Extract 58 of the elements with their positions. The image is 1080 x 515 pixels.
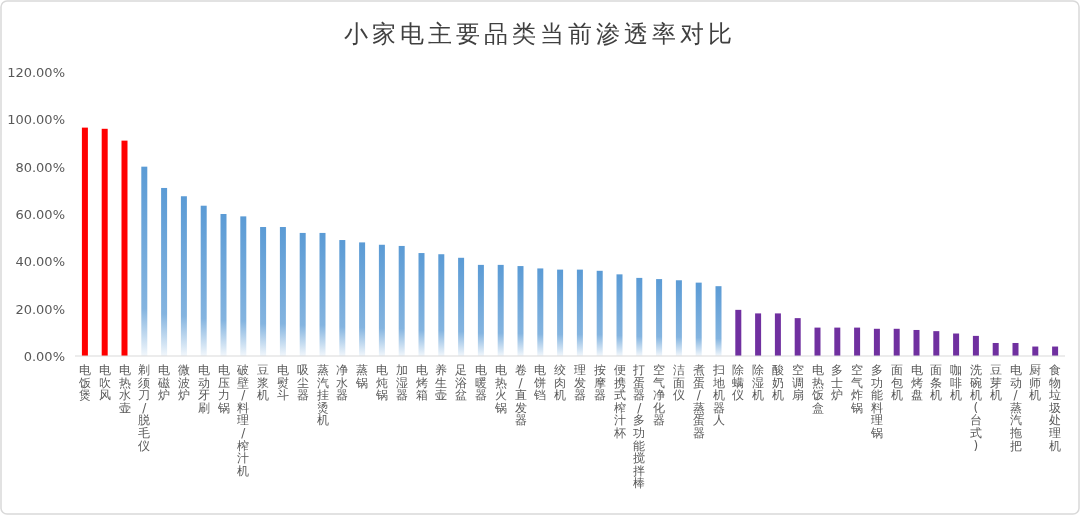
x-tick-label: 食物垃圾处理机 (1048, 363, 1062, 453)
x-tick-label: 吸尘器 (296, 363, 309, 403)
x-tick-label: 洗碗机(台式) (969, 363, 982, 453)
x-tick-label: 电熨斗 (276, 363, 289, 403)
x-tick-label: 电烤盘 (910, 363, 923, 403)
y-tick-label: 100.00% (7, 112, 65, 128)
x-tick-label: 电吹风 (98, 363, 111, 403)
x-tick-label: 煮蛋/蒸蛋器 (692, 363, 705, 440)
y-tick-label: 80.00% (15, 159, 65, 175)
y-tick-label: 60.00% (15, 207, 65, 222)
x-tick-label: 扫地机器人 (711, 363, 725, 428)
x-tick-label: 微波炉 (177, 363, 190, 403)
x-tick-label: 面条机 (930, 363, 943, 403)
x-tick-label: 洁面仪 (672, 363, 685, 403)
x-tick-label: 豆浆机 (257, 363, 270, 403)
x-tick-label: 空气净化器 (653, 363, 666, 428)
x-tick-label: 加湿器 (395, 363, 408, 403)
x-tick-label: 电热火锅 (493, 363, 507, 415)
x-tick-label: 剃须刀/脱毛仪 (138, 363, 151, 453)
x-tick-label: 足浴盆 (455, 363, 468, 403)
x-tick-label: 卷/直发器 (514, 363, 527, 428)
x-tick-label: 净水器 (336, 363, 349, 403)
x-tick-label: 空调扇 (791, 363, 804, 403)
x-tick-label: 酸奶机 (771, 363, 784, 403)
x-tick-label: 电热饭盒 (810, 363, 824, 415)
x-tick-label: 便携式榨汁杯 (612, 363, 626, 440)
x-tick-label: 厨师机 (1029, 363, 1042, 403)
x-tick-label: 空气炸锅 (850, 363, 864, 415)
x-tick-label: 蒸汽挂烫机 (316, 363, 329, 428)
x-tick-label: 电饭煲 (77, 363, 91, 403)
y-tick-label: 0.00% (23, 349, 65, 364)
x-tick-label: 电动牙刷 (197, 363, 210, 415)
x-tick-label: 咖啡机 (950, 363, 963, 403)
chart-title: 小家电主要品类当前渗透率对比 (344, 20, 736, 48)
x-tick-label: 电饼铛 (533, 363, 547, 403)
x-tick-label: 多士炉 (831, 363, 844, 403)
x-tick-label: 豆芽机 (989, 363, 1002, 403)
x-tick-label: 电热水壶 (118, 363, 131, 415)
x-tick-label: 除湿机 (752, 363, 765, 403)
category-label: 打蛋器/多功能搅拌棒 (633, 363, 646, 491)
y-tick-label: 40.00% (15, 254, 65, 270)
x-tick-label: 电动/蒸汽拖把 (1008, 363, 1022, 453)
x-tick-label: 养生壶 (435, 363, 448, 403)
category-label: 破壁/料理/榨汁机 (237, 363, 250, 478)
x-tick-label: 电烤箱 (415, 363, 428, 403)
x-tick-label: 除螨仪 (732, 363, 745, 403)
y-tick-label: 20.00% (15, 301, 65, 317)
x-tick-label: 电炖锅 (374, 363, 388, 403)
x-tick-label: 蒸锅 (355, 363, 369, 390)
x-tick-label: 电压力锅 (216, 363, 230, 415)
x-tick-label: 多功能料理锅 (869, 363, 883, 440)
x-tick-label: 按摩器 (593, 363, 606, 403)
x-tick-label: 理发器 (573, 363, 586, 403)
x-tick-label: 电磁炉 (157, 363, 171, 403)
x-tick-label: 绞肉机 (554, 363, 567, 403)
y-tick-label: 120.00% (7, 65, 65, 80)
x-tick-label: 面包机 (890, 363, 903, 403)
x-tick-label: 电暖器 (474, 363, 487, 403)
